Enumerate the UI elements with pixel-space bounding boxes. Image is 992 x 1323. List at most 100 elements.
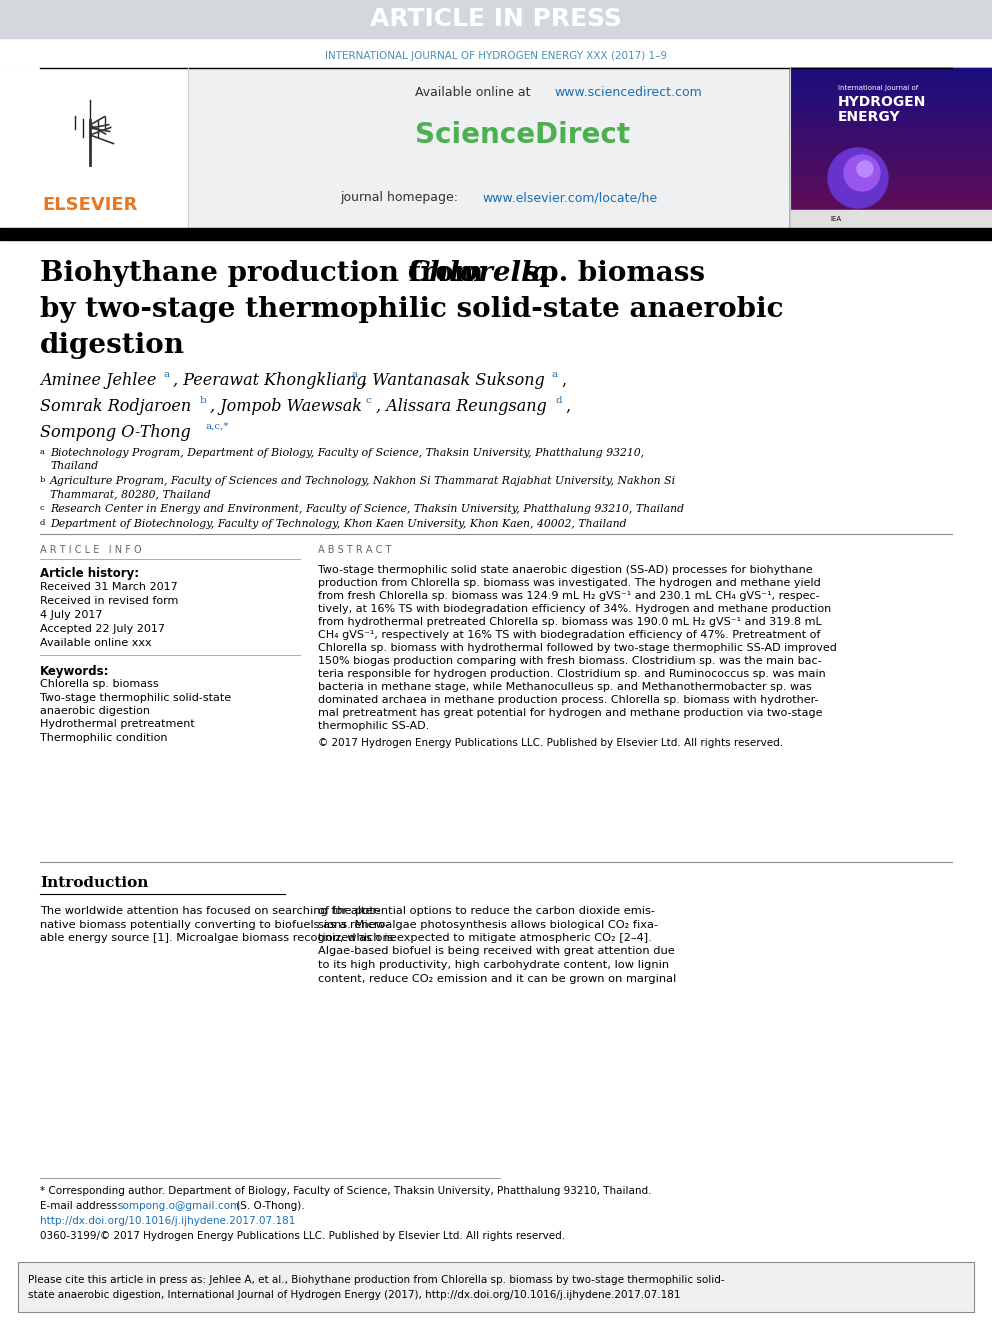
Text: ARTICLE IN PRESS: ARTICLE IN PRESS bbox=[370, 7, 622, 30]
Bar bbox=[790, 73, 992, 75]
Text: (S. O-Thong).: (S. O-Thong). bbox=[233, 1201, 305, 1211]
Text: b: b bbox=[200, 396, 206, 405]
Bar bbox=[790, 146, 992, 148]
Text: A R T I C L E   I N F O: A R T I C L E I N F O bbox=[40, 545, 142, 556]
Bar bbox=[790, 180, 992, 183]
Text: 0360-3199/© 2017 Hydrogen Energy Publications LLC. Published by Elsevier Ltd. Al: 0360-3199/© 2017 Hydrogen Energy Publica… bbox=[40, 1230, 565, 1241]
Text: state anaerobic digestion, International Journal of Hydrogen Energy (2017), http: state anaerobic digestion, International… bbox=[28, 1290, 681, 1301]
Text: anaerobic digestion: anaerobic digestion bbox=[40, 706, 150, 716]
Text: www.sciencedirect.com: www.sciencedirect.com bbox=[554, 86, 701, 99]
Bar bbox=[790, 156, 992, 159]
Text: , Peerawat Khongkliang: , Peerawat Khongkliang bbox=[173, 372, 372, 389]
Text: , Alissara Reungsang: , Alissara Reungsang bbox=[376, 398, 552, 415]
Text: of the potential options to reduce the carbon dioxide emis-: of the potential options to reduce the c… bbox=[318, 906, 655, 916]
Text: CH₄ gVS⁻¹, respectively at 16% TS with biodegradation efficiency of 47%. Pretrea: CH₄ gVS⁻¹, respectively at 16% TS with b… bbox=[318, 630, 820, 640]
Text: Accepted 22 July 2017: Accepted 22 July 2017 bbox=[40, 624, 165, 634]
Text: , Jompob Waewsak: , Jompob Waewsak bbox=[210, 398, 367, 415]
Text: Biotechnology Program, Department of Biology, Faculty of Science, Thaksin Univer: Biotechnology Program, Department of Bio… bbox=[50, 448, 644, 458]
Bar bbox=[790, 153, 992, 156]
Bar bbox=[790, 196, 992, 198]
Bar bbox=[790, 183, 992, 185]
Text: ,: , bbox=[561, 372, 566, 389]
Bar bbox=[790, 220, 992, 222]
Bar bbox=[790, 101, 992, 103]
Bar bbox=[790, 214, 992, 217]
Text: a: a bbox=[40, 448, 45, 456]
Text: sions. Microalgae photosynthesis allows biological CO₂ fixa-: sions. Microalgae photosynthesis allows … bbox=[318, 919, 658, 930]
Bar bbox=[790, 124, 992, 127]
Bar bbox=[790, 217, 992, 220]
Text: ELSEVIER: ELSEVIER bbox=[43, 196, 138, 214]
Bar bbox=[790, 198, 992, 201]
Bar bbox=[790, 172, 992, 175]
Text: IEA: IEA bbox=[830, 216, 841, 222]
Bar bbox=[18, 1262, 974, 1312]
Bar bbox=[790, 175, 992, 177]
Bar bbox=[790, 206, 992, 209]
Text: ENERGY: ENERGY bbox=[838, 110, 901, 124]
Text: native biomass potentially converting to biofuels as a renew-: native biomass potentially converting to… bbox=[40, 919, 389, 930]
Text: The worldwide attention has focused on searching for alter-: The worldwide attention has focused on s… bbox=[40, 906, 381, 916]
Text: sp. biomass: sp. biomass bbox=[514, 261, 705, 287]
Text: sompong.o@gmail.com: sompong.o@gmail.com bbox=[117, 1201, 240, 1211]
Text: HYDROGEN: HYDROGEN bbox=[838, 95, 927, 108]
Text: a: a bbox=[163, 370, 169, 378]
Text: teria responsible for hydrogen production. Clostridium sp. and Ruminococcus sp. : teria responsible for hydrogen productio… bbox=[318, 669, 825, 679]
Bar bbox=[790, 81, 992, 85]
Text: Chlorella sp. biomass: Chlorella sp. biomass bbox=[40, 679, 159, 689]
Text: www.elsevier.com/locate/he: www.elsevier.com/locate/he bbox=[482, 192, 657, 205]
Text: Biohythane production from: Biohythane production from bbox=[40, 261, 493, 287]
Text: b: b bbox=[40, 476, 46, 484]
Bar bbox=[790, 119, 992, 122]
Text: Thailand: Thailand bbox=[50, 460, 98, 471]
Text: thermophilic SS-AD.: thermophilic SS-AD. bbox=[318, 721, 430, 732]
Bar bbox=[0, 67, 188, 228]
Circle shape bbox=[828, 148, 888, 208]
Text: Agriculture Program, Faculty of Sciences and Technology, Nakhon Si Thammarat Raj: Agriculture Program, Faculty of Sciences… bbox=[50, 476, 677, 486]
Text: Chlorella: Chlorella bbox=[408, 261, 551, 287]
Bar bbox=[790, 167, 992, 169]
Text: by two-stage thermophilic solid-state anaerobic: by two-stage thermophilic solid-state an… bbox=[40, 296, 784, 323]
Bar bbox=[790, 67, 992, 228]
Bar bbox=[790, 106, 992, 108]
Bar bbox=[790, 95, 992, 98]
Bar bbox=[790, 132, 992, 135]
Text: from fresh Chlorella sp. biomass was 124.9 mL H₂ gVS⁻¹ and 230.1 mL CH₄ gVS⁻¹, r: from fresh Chlorella sp. biomass was 124… bbox=[318, 591, 819, 601]
Text: 150% biogas production comparing with fresh biomass. Clostridium sp. was the mai: 150% biogas production comparing with fr… bbox=[318, 656, 821, 665]
Bar bbox=[790, 87, 992, 90]
Text: Keywords:: Keywords: bbox=[40, 665, 109, 677]
Bar bbox=[790, 116, 992, 119]
Bar bbox=[790, 212, 992, 214]
Bar bbox=[790, 185, 992, 188]
Text: Two-stage thermophilic solid-state: Two-stage thermophilic solid-state bbox=[40, 693, 231, 703]
Circle shape bbox=[857, 161, 873, 177]
Text: , Wantanasak Suksong: , Wantanasak Suksong bbox=[362, 372, 550, 389]
Bar bbox=[790, 122, 992, 124]
Bar bbox=[790, 210, 992, 228]
Bar bbox=[790, 130, 992, 132]
Text: Aminee Jehlee: Aminee Jehlee bbox=[40, 372, 162, 389]
Bar bbox=[790, 78, 992, 81]
Bar bbox=[790, 85, 992, 87]
Text: production from Chlorella sp. biomass was investigated. The hydrogen and methane: production from Chlorella sp. biomass wa… bbox=[318, 578, 820, 587]
Bar bbox=[790, 169, 992, 172]
Text: a: a bbox=[352, 370, 358, 378]
Text: to its high productivity, high carbohydrate content, low lignin: to its high productivity, high carbohydr… bbox=[318, 960, 670, 970]
Bar bbox=[790, 191, 992, 193]
Bar bbox=[790, 164, 992, 167]
Bar bbox=[790, 70, 992, 73]
Bar bbox=[790, 75, 992, 78]
Bar bbox=[790, 114, 992, 116]
Text: Introduction: Introduction bbox=[40, 876, 149, 890]
Text: able energy source [1]. Microalgae biomass recognized as one: able energy source [1]. Microalgae bioma… bbox=[40, 933, 397, 943]
Text: content, reduce CO₂ emission and it can be grown on marginal: content, reduce CO₂ emission and it can … bbox=[318, 974, 677, 983]
Bar bbox=[790, 193, 992, 196]
Text: ,: , bbox=[565, 398, 570, 415]
Text: Research Center in Energy and Environment, Faculty of Science, Thaksin Universit: Research Center in Energy and Environmen… bbox=[50, 504, 684, 515]
Bar bbox=[0, 0, 992, 38]
Bar bbox=[790, 222, 992, 225]
Bar bbox=[790, 204, 992, 206]
Bar bbox=[790, 201, 992, 204]
Bar bbox=[790, 67, 992, 70]
Text: Sompong O-Thong: Sompong O-Thong bbox=[40, 423, 195, 441]
